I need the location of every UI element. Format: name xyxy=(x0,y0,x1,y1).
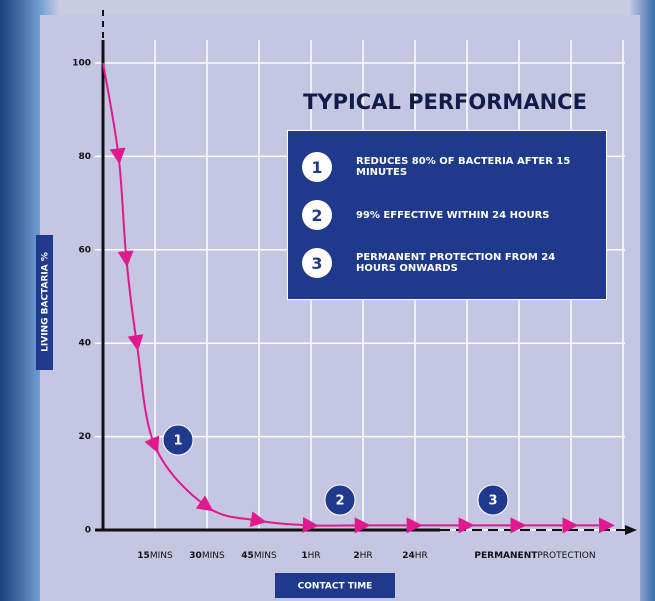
x-tick-unit: HR xyxy=(308,551,321,561)
annotation-badge xyxy=(162,424,194,456)
x-tick-label: 30MINS xyxy=(189,551,225,561)
legend: 1 REDUCES 80% OF BACTERIA AFTER 15 MINUTE… xyxy=(287,130,607,300)
y-tick-label: 40 xyxy=(78,339,91,349)
legend-number: 2 xyxy=(302,200,332,230)
y-axis-label: LIVING BACTARIA % xyxy=(41,252,51,352)
x-tick-unit: HR xyxy=(360,551,373,561)
x-tick-label: 2HR xyxy=(353,551,372,561)
x-tick-label: 1HR xyxy=(301,551,320,561)
x-tick-label: 24HR xyxy=(402,551,428,561)
data-line xyxy=(102,62,615,534)
legend-item: 1 REDUCES 80% OF BACTERIA AFTER 15 MINUTE… xyxy=(302,143,592,191)
x-tick-unit: MINS xyxy=(202,551,225,561)
annotation-badge xyxy=(477,484,509,516)
legend-text: PERMANENT PROTECTION FROM 24 HOURS ONWAR… xyxy=(356,252,556,274)
legend-item: 2 99% EFFECTIVE WITHIN 24 HOURS xyxy=(302,191,592,239)
legend-text: 99% EFFECTIVE WITHIN 24 HOURS xyxy=(356,209,550,221)
x-tick-unit: MINS xyxy=(254,551,277,561)
x-tick-label: 45MINS xyxy=(241,551,277,561)
y-tick-label: 100 xyxy=(72,59,91,69)
x-tick-value: PERMANENT xyxy=(474,551,538,561)
x-tick-value: 24 xyxy=(402,551,415,561)
legend-text: REDUCES 80% OF BACTERIA AFTER 15 MINUTES xyxy=(356,156,571,178)
x-axis-label: CONTACT TIME xyxy=(298,582,373,592)
y-tick-label: 0 xyxy=(85,526,91,536)
x-tick-label: PERMANENTPROTECTION xyxy=(474,551,595,561)
annotation-badge xyxy=(324,484,356,516)
chart-title: TYPICAL PERFORMANCE xyxy=(303,90,587,114)
y-tick-label: 20 xyxy=(78,432,91,442)
annotation-label: 2 xyxy=(335,494,344,509)
x-tick-label: 15MINS xyxy=(137,551,173,561)
legend-item: 3 PERMANENT PROTECTION FROM 24 HOURS ONWA… xyxy=(302,239,592,287)
x-tick-value: 2 xyxy=(353,551,359,561)
legend-number: 3 xyxy=(302,248,332,278)
x-tick-value: 15 xyxy=(137,551,150,561)
x-tick-unit: PROTECTION xyxy=(537,551,595,561)
x-tick-value: 45 xyxy=(241,551,254,561)
x-label-box xyxy=(275,573,395,598)
x-tick-unit: HR xyxy=(415,551,428,561)
annotation-label: 3 xyxy=(488,494,497,509)
y-tick-label: 80 xyxy=(78,152,91,162)
annotation-label: 1 xyxy=(173,434,182,449)
x-tick-unit: MINS xyxy=(150,551,173,561)
x-axis-arrow xyxy=(625,525,637,535)
x-tick-value: 1 xyxy=(301,551,307,561)
x-tick-value: 30 xyxy=(189,551,202,561)
y-tick-label: 60 xyxy=(78,245,91,255)
legend-number: 1 xyxy=(302,152,332,182)
y-label-box xyxy=(36,235,53,370)
